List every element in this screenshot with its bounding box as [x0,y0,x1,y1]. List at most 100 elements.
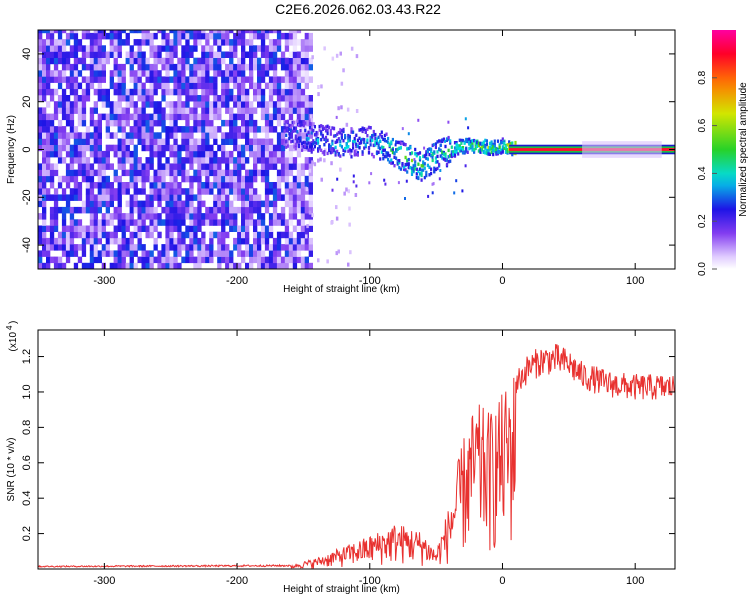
spectrogram-cell [197,200,202,208]
spectrogram-cell [300,57,306,65]
spectrogram-cell [348,134,351,139]
spectrogram-cell [237,150,242,158]
spectrogram-cell [245,144,250,152]
spectrogram-cell [276,157,282,164]
spectrogram-cell [73,30,79,34]
spectrogram-cell [85,200,91,208]
spectrogram-cell [233,144,238,152]
spectrogram-cell [145,63,150,71]
spectrogram-cell [334,140,337,144]
spectrogram-cell [292,163,298,170]
spectrogram-cell [69,30,75,34]
spectrogram-cell [348,206,351,211]
spectrogram-cell [305,133,308,137]
spectrogram-cell [229,51,234,58]
spectrogram-cell [221,76,226,83]
spectrogram-cell [185,150,190,158]
spectrogram-cell [342,127,345,132]
spectrogram-cell [432,182,435,186]
spectrogram-cell [101,163,106,170]
spectrogram-cell [474,141,477,146]
spectrogram-cell [284,32,290,40]
x-tick-label: -300 [93,575,115,587]
spectrogram-cell [229,250,234,257]
spectrogram-cell [428,165,431,169]
spectrogram-cell [300,107,306,114]
spectrogram-cell [455,146,458,150]
spectrogram-cell [380,150,383,154]
spectrogram-cell [318,124,321,129]
spectrogram-cell [388,160,391,164]
spectrogram-cell [253,150,258,158]
spectrogram-cell [105,200,110,208]
spectrogram-cell [85,51,91,58]
spectrogram-cell [257,32,262,40]
spectrogram-cell [237,30,242,34]
spectrogram-cell [141,51,146,58]
spectrogram-cell [272,157,278,164]
spectrogram-cell [348,138,351,142]
spectrogram-cell [296,237,302,245]
spectrogram-cell [300,101,306,108]
spectrogram-cell [221,206,226,214]
spectrogram-cell [145,30,150,34]
spectrogram-cell [89,138,95,145]
spectrogram-cell [73,144,79,152]
spectrogram-cell [97,30,102,34]
spectrogram-cell [117,237,122,245]
spectrogram-cell [463,150,466,154]
spectrogram-cell [353,149,356,154]
spectrogram-cell [117,107,122,114]
spectrogram-cell [125,101,130,108]
spectrogram-cell [157,219,162,226]
spectrogram-cell [121,70,126,77]
spectrogram-cell [308,244,313,251]
spectrogram-cell [334,145,337,150]
spectrogram-cell [101,51,106,58]
spectrogram-cell [149,76,154,83]
spectrogram-cell [339,143,342,147]
spectrogram-cell [404,162,407,167]
spectrogram-cell [93,231,98,239]
spectrogram-cell [477,143,480,147]
spectrogram-cell [433,169,436,174]
spectrogram-cell [332,126,336,131]
spectrogram-cell [482,141,485,146]
spectrogram-cell [260,262,266,269]
spectrogram-cell [209,244,214,251]
spectrogram-cell [201,82,206,90]
spectrogram-cell [49,88,55,96]
spectrogram-cell [253,157,258,164]
spectrogram-cell [189,250,194,257]
spectrogram-cell [369,135,372,140]
spectrogram-cell [57,244,63,251]
spectrogram-cell [347,145,350,149]
spectrogram-cell [101,30,106,34]
spectrogram-cell [209,169,214,177]
spectrogram-cell [89,63,95,71]
spectrogram-cell [185,126,190,133]
spectrogram-cell [241,95,246,102]
spectrogram-cell [46,237,51,245]
spectrogram-cell [280,57,286,65]
spectrogram-cell [401,162,404,166]
spectrogram-cell [61,113,67,121]
spectrogram-cell [427,194,430,198]
spectrogram-cell [137,200,142,208]
spectrogram-cell [53,206,59,214]
spectrogram-cell [197,144,202,152]
spectrogram-cell [292,95,298,102]
spectrogram-cell [310,143,313,147]
spectrogram-cell [129,213,134,220]
spectrogram-cell [355,144,358,149]
spectrogram-cell [77,150,83,158]
spectrogram-cell [57,39,63,46]
spectrogram-cell [181,200,186,208]
spectrogram-cell [289,128,293,132]
spectrogram-cell [225,82,230,90]
spectrogram-cell [85,231,91,239]
spectrogram-cell [129,63,134,71]
spectrogram-cell [93,256,98,264]
spectrogram-cell [121,30,126,34]
spectrogram-cell [221,182,226,189]
